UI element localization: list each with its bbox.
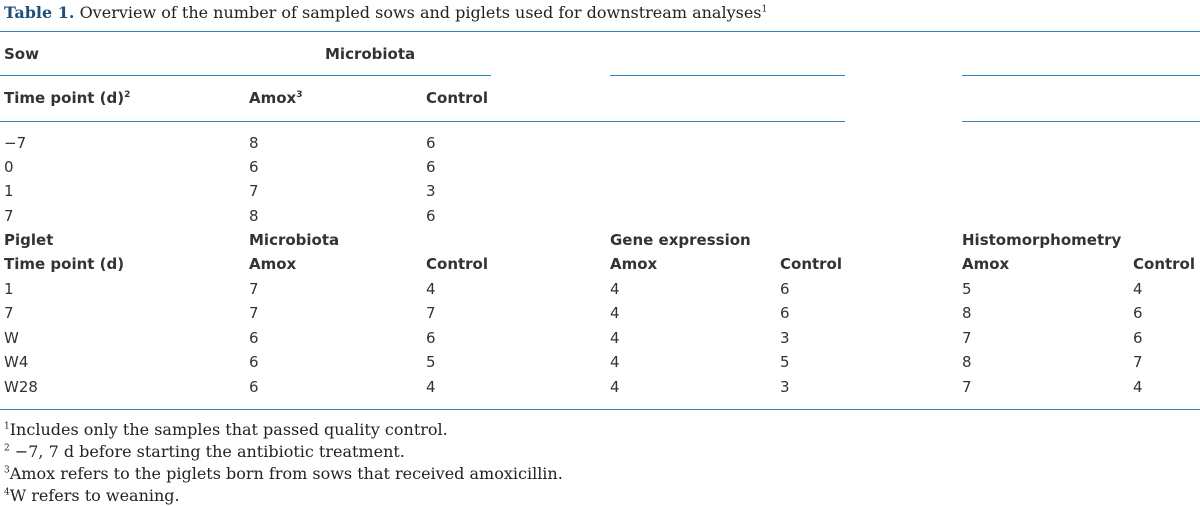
piglet-histo-amox-header: Amox (962, 255, 1010, 273)
group-rule-3 (962, 75, 1200, 76)
header-rule-1 (0, 121, 845, 122)
piglet-timepoint-cell: W4 (4, 353, 29, 371)
sow-timepoint-footnote-mark: 2 (124, 90, 131, 100)
piglet-group-gene-expression: Gene expression (610, 231, 751, 249)
sow-timepoint-cell: 7 (4, 207, 14, 225)
sow-timepoint-header: Time point (d)2 (4, 88, 130, 108)
piglet-value-cell: 7 (249, 280, 259, 298)
sow-timepoint-cell: 1 (4, 182, 14, 200)
piglet-value-cell: 3 (780, 329, 790, 347)
piglet-value-cell: 3 (780, 378, 790, 396)
sow-control-cell: 6 (426, 158, 436, 176)
piglet-value-cell: 5 (962, 280, 972, 298)
piglet-value-cell: 4 (610, 280, 620, 298)
footnote-text: Includes only the samples that passed qu… (9, 420, 448, 439)
footnote-mark: 3 (4, 465, 10, 476)
piglet-timepoint-cell: W (4, 329, 19, 347)
footnote: 3Amox refers to the piglets born from so… (4, 464, 563, 483)
piglet-gene-amox-header: Amox (610, 255, 658, 273)
sow-group-label: Microbiota (325, 45, 416, 63)
header-rule-2 (962, 121, 1200, 122)
footnote-text: W refers to weaning. (9, 486, 180, 505)
piglet-timepoint-cell: 1 (4, 280, 14, 298)
piglet-value-cell: 4 (426, 280, 436, 298)
piglet-value-cell: 7 (962, 378, 972, 396)
piglet-value-cell: 4 (610, 329, 620, 347)
piglet-value-cell: 6 (426, 329, 436, 347)
piglet-gene-control-header: Control (780, 255, 843, 273)
sow-control-cell: 6 (426, 134, 436, 152)
piglet-value-cell: 6 (249, 329, 259, 347)
sow-timepoint-label: Time point (d) (4, 89, 125, 107)
sow-section-label: Sow (4, 45, 39, 63)
piglet-value-cell: 8 (962, 353, 972, 371)
sow-amox-cell: 8 (249, 134, 259, 152)
piglet-histo-control-header: Control (1133, 255, 1196, 273)
table-title: Overview of the number of sampled sows a… (79, 3, 762, 22)
piglet-value-cell: 4 (610, 353, 620, 371)
sow-timepoint-cell: 0 (4, 158, 14, 176)
piglet-value-cell: 6 (249, 378, 259, 396)
sow-amox-label: Amox (249, 89, 297, 107)
footnote: 1Includes only the samples that passed q… (4, 420, 448, 439)
bottom-rule (0, 409, 1200, 410)
footnote-mark: 2 (4, 443, 10, 454)
sow-timepoint-cell: −7 (4, 134, 27, 152)
piglet-microbiota-amox-header: Amox (249, 255, 297, 273)
footnote-text: Amox refers to the piglets born from sow… (9, 464, 563, 483)
group-rule-1 (0, 75, 491, 76)
piglet-group-histomorphometry: Histomorphometry (962, 231, 1122, 249)
group-rule-2 (610, 75, 845, 76)
sow-control-cell: 6 (426, 207, 436, 225)
piglet-value-cell: 4 (1133, 280, 1143, 298)
piglet-value-cell: 5 (426, 353, 436, 371)
piglet-value-cell: 7 (962, 329, 972, 347)
piglet-group-microbiota: Microbiota (249, 231, 340, 249)
piglet-value-cell: 6 (780, 304, 790, 322)
piglet-value-cell: 4 (610, 304, 620, 322)
piglet-value-cell: 6 (1133, 304, 1143, 322)
footnote: 2 −7, 7 d before starting the antibiotic… (4, 442, 405, 461)
piglet-value-cell: 4 (1133, 378, 1143, 396)
footnote-text: −7, 7 d before starting the antibiotic t… (9, 442, 405, 461)
sow-control-cell: 3 (426, 182, 436, 200)
piglet-value-cell: 7 (1133, 353, 1143, 371)
piglet-value-cell: 6 (1133, 329, 1143, 347)
footnote-mark: 4 (4, 487, 10, 498)
footnote-mark: 1 (4, 421, 10, 432)
piglet-value-cell: 6 (780, 280, 790, 298)
piglet-timepoint-header: Time point (d) (4, 255, 125, 273)
sow-control-header: Control (426, 89, 489, 107)
piglet-value-cell: 4 (610, 378, 620, 396)
piglet-value-cell: 5 (780, 353, 790, 371)
piglet-timepoint-cell: W28 (4, 378, 38, 396)
table-caption: Table 1. Overview of the number of sampl… (4, 3, 767, 22)
piglet-value-cell: 6 (249, 353, 259, 371)
table-title-footnote-mark: 1 (761, 4, 768, 15)
top-rule (0, 31, 1200, 32)
piglet-value-cell: 7 (426, 304, 436, 322)
piglet-microbiota-control-header: Control (426, 255, 489, 273)
piglet-value-cell: 8 (962, 304, 972, 322)
sow-amox-cell: 8 (249, 207, 259, 225)
sow-amox-footnote-mark: 3 (296, 90, 303, 100)
sow-amox-header: Amox3 (249, 88, 303, 108)
piglet-section-label: Piglet (4, 231, 54, 249)
sow-amox-cell: 6 (249, 158, 259, 176)
sow-amox-cell: 7 (249, 182, 259, 200)
piglet-timepoint-cell: 7 (4, 304, 14, 322)
footnote: 4W refers to weaning. (4, 486, 180, 505)
table-label: Table 1. (4, 3, 75, 22)
piglet-value-cell: 7 (249, 304, 259, 322)
piglet-value-cell: 4 (426, 378, 436, 396)
